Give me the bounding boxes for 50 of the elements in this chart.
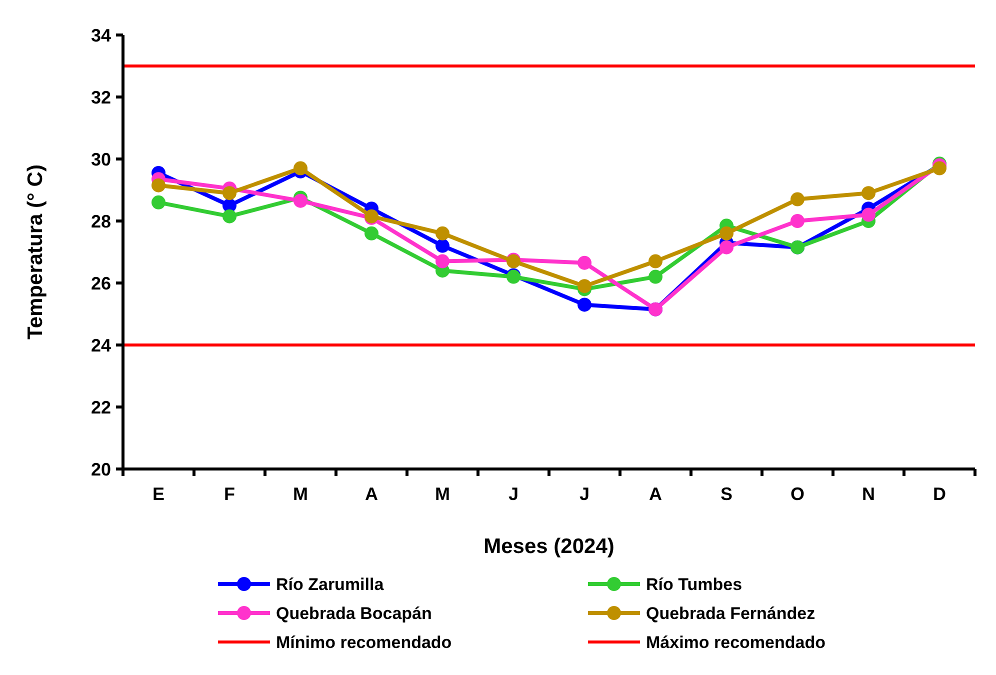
point <box>790 214 804 228</box>
point <box>862 186 876 200</box>
point <box>222 186 236 200</box>
x-tick-label: N <box>862 484 875 504</box>
legend-label: Quebrada Bocapán <box>276 604 432 623</box>
y-tick-label: 22 <box>90 397 111 418</box>
point <box>152 195 166 210</box>
y-tick-label: 30 <box>90 149 111 170</box>
y-axis-title: Temperatura (° C) <box>24 164 47 340</box>
point <box>578 279 592 294</box>
point <box>436 226 450 240</box>
point <box>648 270 662 284</box>
x-axis-title: Meses (2024) <box>484 535 614 558</box>
x-tick-label: M <box>435 484 450 504</box>
point <box>578 298 592 312</box>
legend-label: Máximo recomendado <box>646 632 826 652</box>
point <box>720 226 734 240</box>
x-tick-label: A <box>365 484 378 504</box>
y-tick-label: 34 <box>90 25 111 46</box>
point <box>364 226 378 240</box>
point <box>436 254 450 268</box>
point <box>436 238 450 253</box>
legend-label: Río Zarumilla <box>276 574 384 594</box>
point <box>932 161 946 176</box>
point <box>862 208 876 222</box>
y-tick-label: 26 <box>90 273 111 294</box>
y-tick-label: 32 <box>90 87 111 108</box>
x-tick-label: J <box>579 484 590 504</box>
x-tick-label: O <box>790 484 805 504</box>
x-tick-label: M <box>293 484 308 504</box>
legend-label: Quebrada Fernández <box>646 604 816 623</box>
point <box>720 240 734 254</box>
point <box>648 254 662 268</box>
legend-label: Río Tumbes <box>646 574 742 594</box>
legend-label: Mínimo recomendado <box>276 632 452 652</box>
point <box>222 209 236 224</box>
point <box>578 256 592 270</box>
x-tick-label: E <box>152 484 165 504</box>
point <box>294 161 308 176</box>
x-tick-label: A <box>649 484 662 504</box>
x-tick-label: J <box>508 484 519 504</box>
point <box>790 192 804 206</box>
y-tick-label: 24 <box>90 335 111 356</box>
x-tick-label: F <box>224 484 235 504</box>
x-tick-label: D <box>933 484 946 504</box>
x-tick-label: S <box>720 484 733 504</box>
point <box>152 178 166 192</box>
y-tick-label: 28 <box>90 211 111 232</box>
point <box>294 194 308 208</box>
y-tick-label: 20 <box>90 459 111 480</box>
